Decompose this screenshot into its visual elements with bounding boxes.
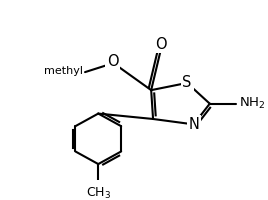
Text: NH$_2$: NH$_2$ <box>239 96 265 111</box>
Text: methyl: methyl <box>44 66 83 76</box>
Text: CH$_3$: CH$_3$ <box>86 186 111 200</box>
Text: N: N <box>188 117 199 132</box>
Text: O: O <box>155 37 166 52</box>
Text: O: O <box>107 54 118 69</box>
Text: S: S <box>183 75 192 90</box>
